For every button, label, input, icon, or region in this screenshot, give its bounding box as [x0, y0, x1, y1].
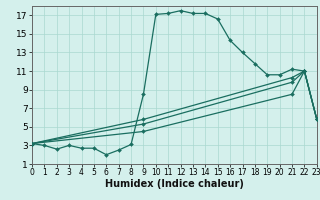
X-axis label: Humidex (Indice chaleur): Humidex (Indice chaleur)	[105, 179, 244, 189]
